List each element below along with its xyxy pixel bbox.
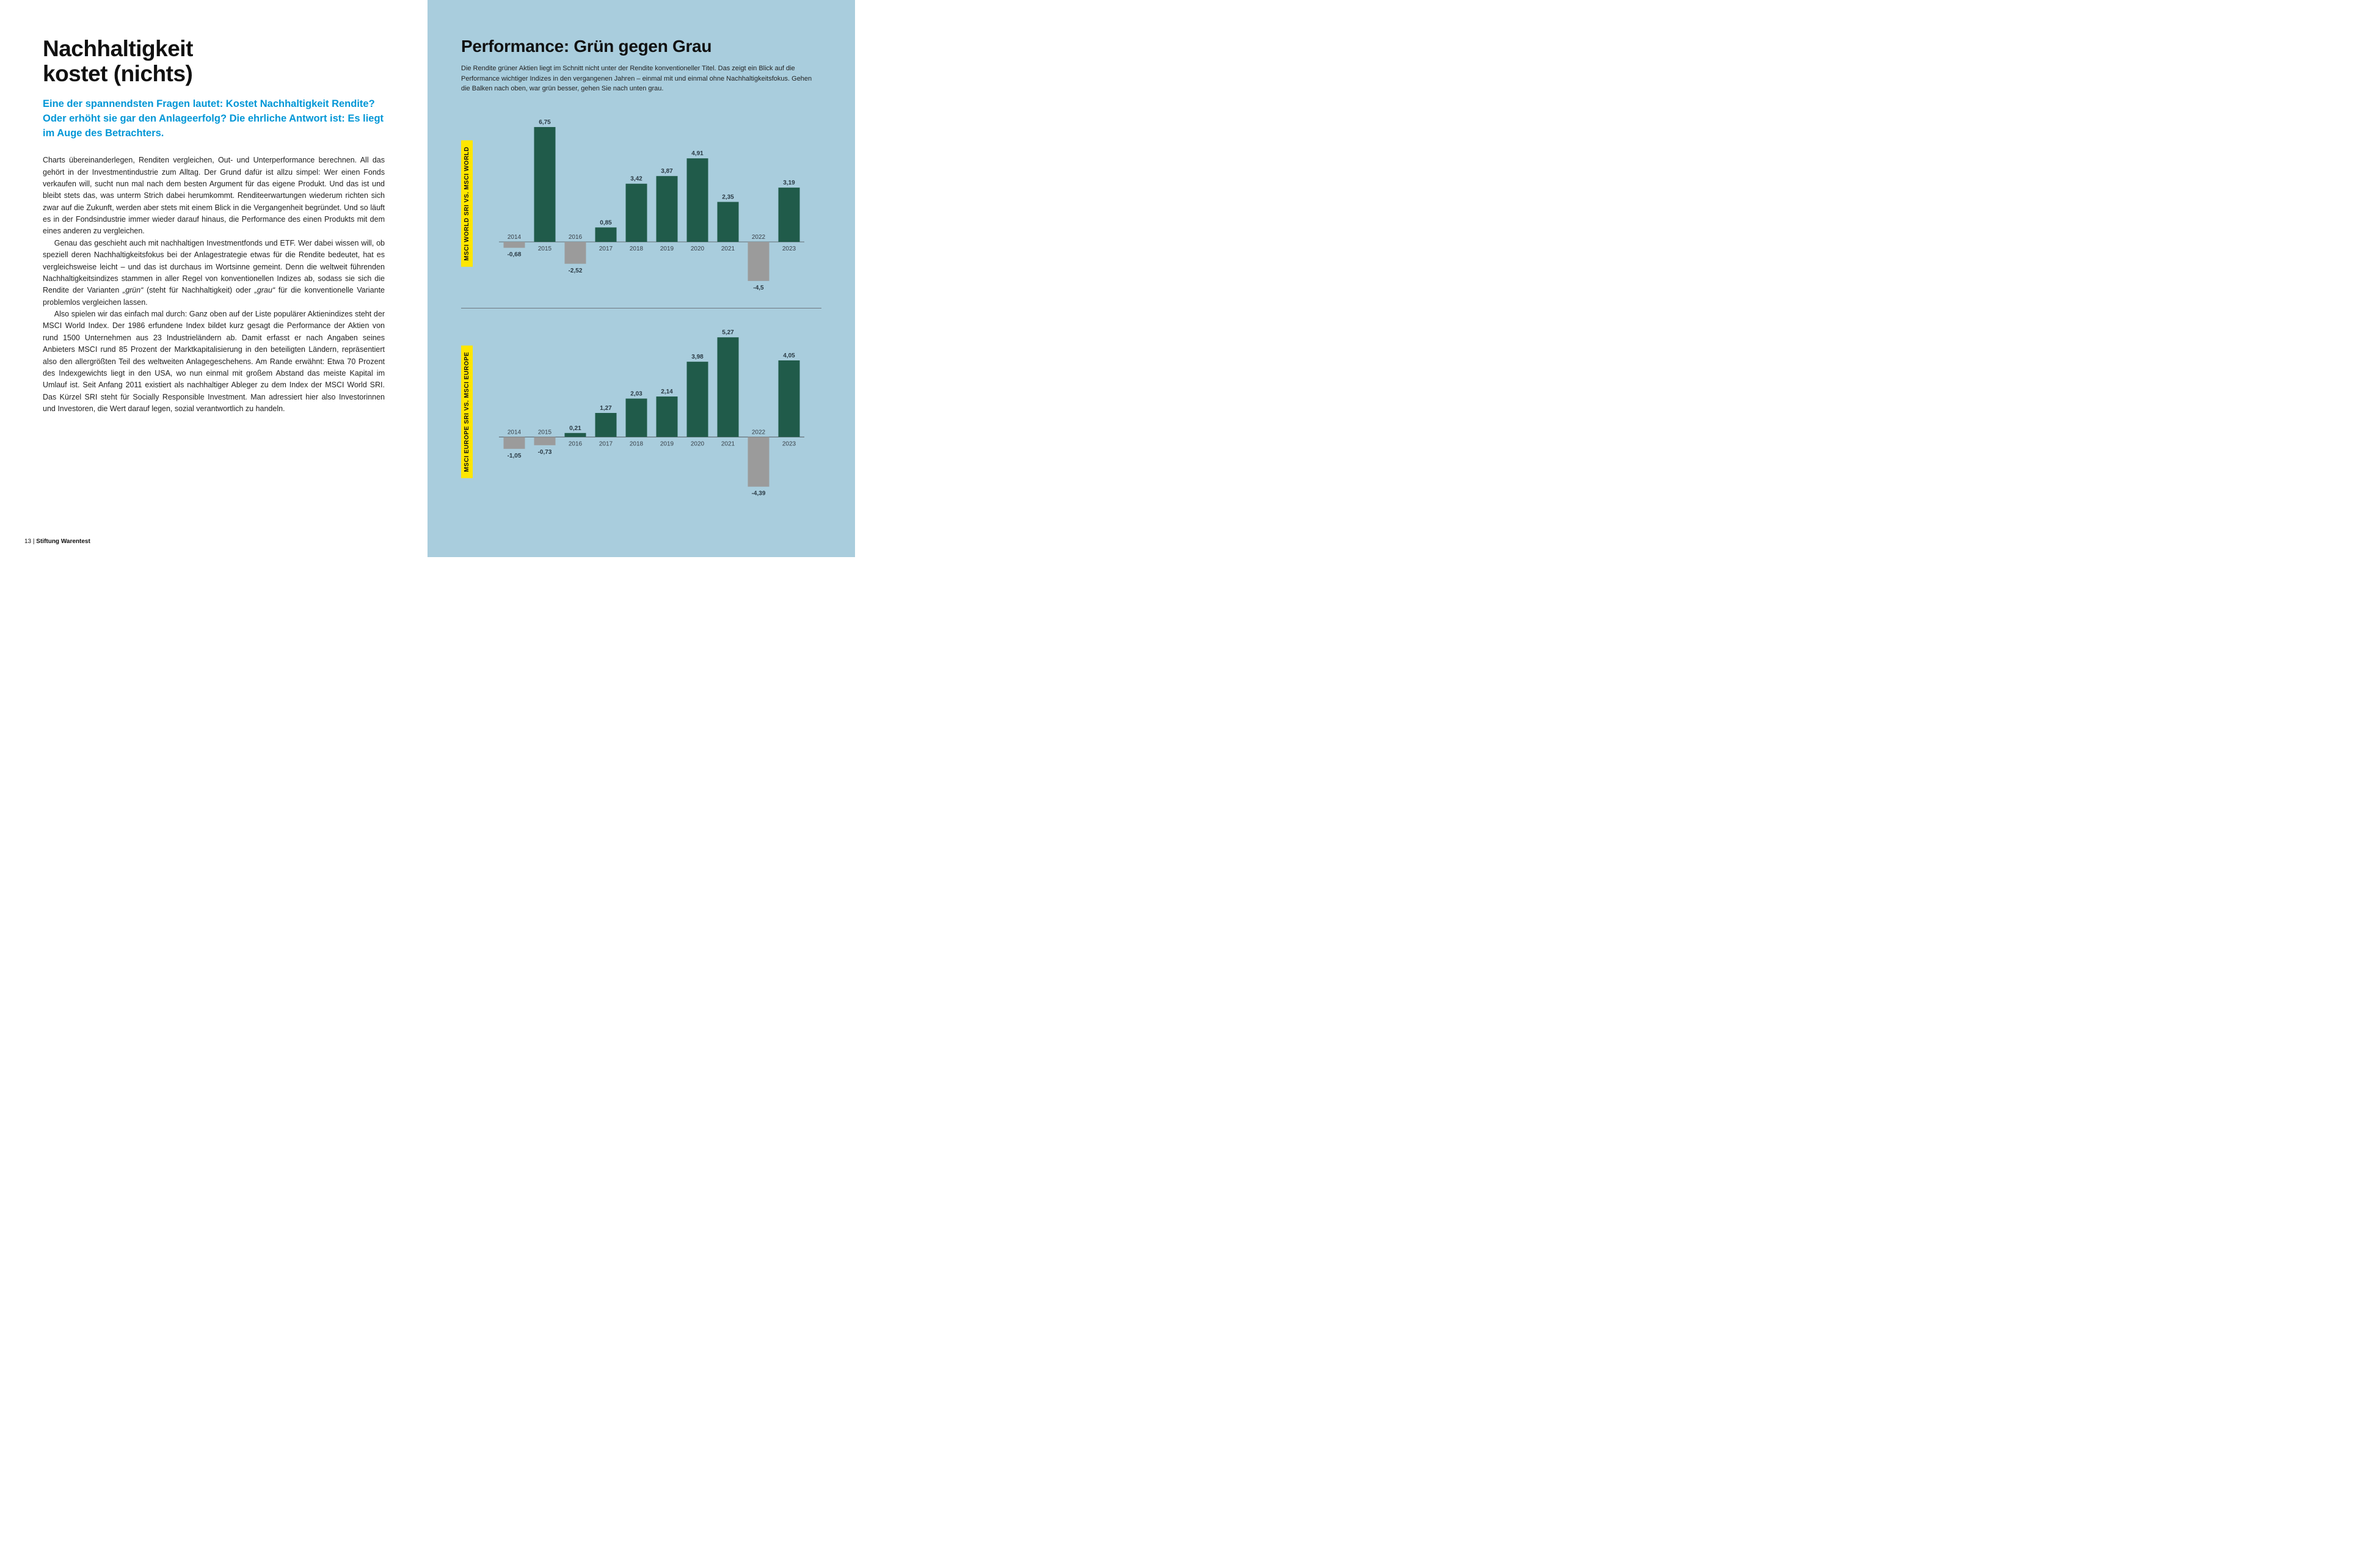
chart-bar [534,126,556,241]
bar-year-label: 2019 [660,440,674,447]
page-footer: 13 | Stiftung Warentest [24,538,90,545]
left-page: Nachhaltigkeit kostet (nichts) Eine der … [0,0,428,557]
chart-bar [595,412,617,436]
bar-value-label: 2,14 [661,389,673,395]
bar-year-label: 2015 [538,246,552,252]
chart-section-title: Performance: Grün gegen Grau [461,37,821,56]
title-line1: Nachhaltigkeit [43,36,193,61]
bar-year-label: 2022 [752,234,766,241]
chart-bar [595,227,617,242]
chart-bar [657,176,678,242]
bar-value-label: -0,68 [508,251,522,258]
bar-year-label: 2022 [752,429,766,436]
bar-value-label: 3,42 [630,175,642,182]
chart-1-block: MSCI WORLD SRI VS. MSCI WORLD -0,68 2014 6… [461,109,821,299]
article-body: Charts übereinanderlegen, Renditen vergl… [43,155,385,415]
bar-year-label: 2023 [782,246,796,252]
bar-value-label: 3,87 [661,168,673,175]
chart-bar [687,158,708,242]
chart-2-block: MSCI EUROPE SRI VS. MSCI EUROPE -1,05 201… [461,318,821,507]
bar-year-label: 2018 [630,246,644,252]
chart-section-intro: Die Rendite grüner Aktien liegt im Schni… [461,64,821,94]
bar-value-label: 3,19 [783,180,795,186]
bar-value-label: -4,5 [753,284,764,291]
chart-bar [779,360,800,436]
bar-year-label: 2020 [691,246,705,252]
article-intro: Eine der spannendsten Fragen lautet: Kos… [43,97,385,141]
bar-year-label: 2014 [508,234,522,241]
chart-2-area: -1,05 2014 -0,73 2015 0,21 2016 1,27 2017 2,03 20… [482,318,821,507]
chart-bar [718,202,739,241]
bar-year-label: 2017 [599,440,613,447]
footer-brand: Stiftung Warentest [36,538,90,545]
bar-year-label: 2015 [538,429,552,436]
paragraph-3: Also spielen wir das einfach mal durch: … [43,308,385,415]
title-line2: kostet (nichts) [43,61,192,86]
bar-year-label: 2021 [721,440,735,447]
bar-year-label: 2023 [782,440,796,447]
bar-value-label: 2,03 [630,390,642,397]
chart-2-label: MSCI EUROPE SRI VS. MSCI EUROPE [461,346,473,478]
bar-year-label: 2018 [630,440,644,447]
chart-bar [718,337,739,437]
chart-bar [657,396,678,437]
bar-year-label: 2017 [599,246,613,252]
bar-value-label: -4,39 [752,490,766,497]
bar-year-label: 2016 [569,234,583,241]
chart-bar [626,183,647,241]
chart-1-svg: -0,68 2014 6,75 2015 -2,52 2016 0,85 2017 3,42 20… [482,109,821,299]
bar-year-label: 2019 [660,246,674,252]
article-title: Nachhaltigkeit kostet (nichts) [43,37,385,86]
chart-2-svg: -1,05 2014 -0,73 2015 0,21 2016 1,27 2017 2,03 20… [482,318,821,507]
chart-bar [748,437,770,486]
bar-year-label: 2016 [569,440,583,447]
chart-bar [565,432,586,436]
page-number: 13 [24,538,31,545]
chart-bar [626,398,647,437]
bar-value-label: 1,27 [600,404,612,411]
chart-1-area: -0,68 2014 6,75 2015 -2,52 2016 0,85 2017 3,42 20… [482,109,821,299]
chart-bar [748,242,770,281]
bar-year-label: 2021 [721,246,735,252]
bar-value-label: 2,35 [722,194,734,200]
bar-year-label: 2014 [508,429,522,436]
right-page: Performance: Grün gegen Grau Die Rendite… [428,0,855,557]
bar-value-label: 5,27 [722,329,734,336]
bar-year-label: 2020 [691,440,705,447]
paragraph-2: Genau das geschieht auch mit nachhaltige… [43,238,385,308]
chart-bar [687,362,708,437]
bar-value-label: -1,05 [508,452,522,459]
bar-value-label: 0,21 [569,425,581,431]
bar-value-label: 6,75 [539,119,551,125]
bar-value-label: 3,98 [691,354,704,360]
chart-bar [504,437,525,448]
chart-1-label: MSCI WORLD SRI VS. MSCI WORLD [461,141,473,267]
chart-bar [504,242,525,248]
bar-value-label: 4,05 [783,352,795,359]
bar-value-label: 4,91 [691,150,704,157]
bar-value-label: -0,73 [538,448,552,455]
chart-bar [534,437,556,445]
bar-value-label: -2,52 [569,267,583,274]
paragraph-1: Charts übereinanderlegen, Renditen vergl… [43,155,385,238]
chart-bar [779,188,800,242]
chart-bar [565,242,586,264]
bar-value-label: 0,85 [600,219,612,226]
